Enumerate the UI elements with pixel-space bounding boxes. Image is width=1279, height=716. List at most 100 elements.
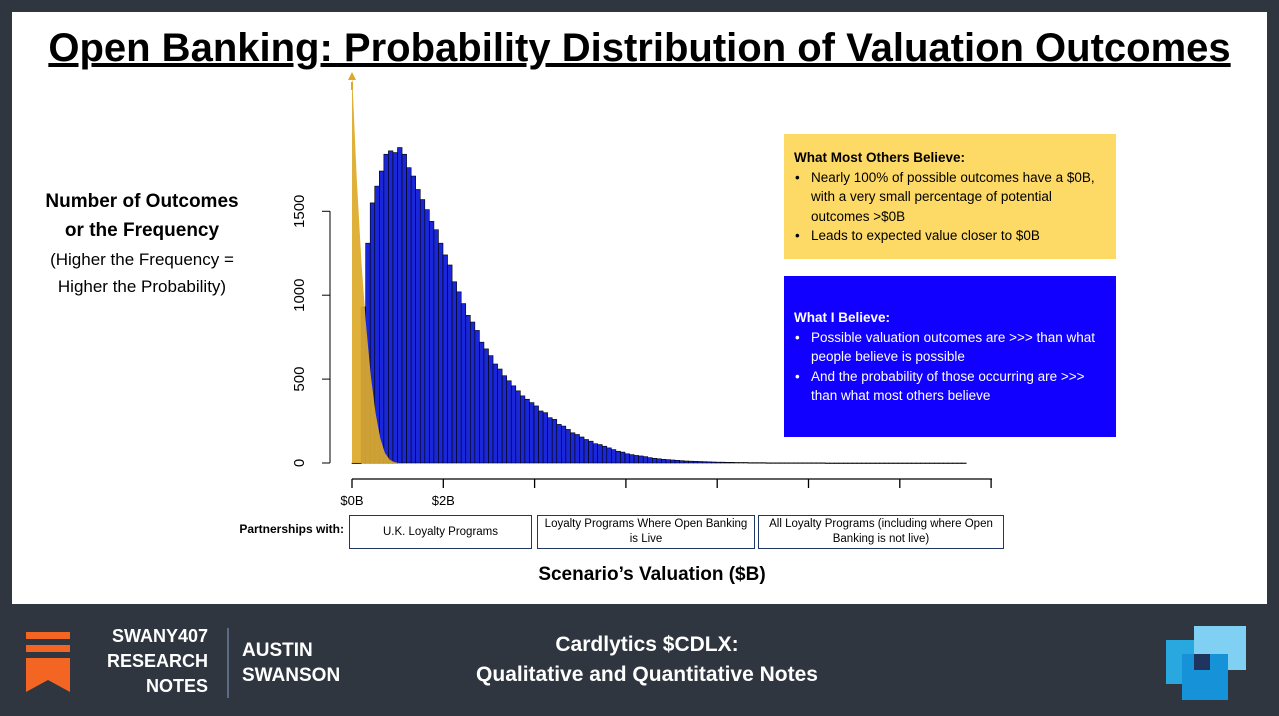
footer-title: Cardlytics $CDLX: Qualitative and Quanti…: [390, 630, 904, 690]
histogram-bar: [943, 462, 949, 464]
slide: Open Banking: Probability Distribution o…: [12, 12, 1267, 604]
histogram-bar: [870, 462, 876, 464]
histogram-bar: [874, 462, 881, 464]
callout-mine-list: Possible valuation outcomes are >>> than…: [794, 328, 1104, 406]
histogram-bar: [533, 405, 539, 464]
histogram-bar: [879, 462, 885, 464]
histogram-bar: [451, 281, 457, 464]
callout-i-believe: What I Believe: Possible valuation outco…: [784, 276, 1116, 437]
histogram-bar: [547, 417, 553, 464]
histogram-bar: [611, 449, 617, 464]
y-desc-line4: Higher the Probability): [57, 277, 227, 296]
histogram-bar: [538, 410, 544, 464]
histogram-bar: [697, 461, 703, 464]
histogram-bar: [447, 264, 453, 464]
histogram-bar: [597, 444, 603, 464]
callout-mine-bullet: And the probability of those occurring a…: [795, 367, 1104, 406]
histogram-bar: [438, 242, 444, 464]
footer-title-line1: Cardlytics $CDLX:: [555, 633, 739, 656]
histogram-bar: [638, 455, 644, 464]
histogram-bar: [906, 462, 912, 464]
callout-others-bullet: Leads to expected value closer to $0B: [795, 226, 1104, 246]
histogram-bar: [861, 462, 867, 464]
histogram-bar: [952, 462, 958, 464]
histogram-bar: [497, 368, 503, 464]
histogram-bar: [747, 462, 753, 464]
histogram-bar: [820, 462, 826, 464]
histogram-bar: [506, 380, 512, 464]
footer-bar: [0, 604, 1279, 716]
histogram-bar: [383, 153, 389, 464]
histogram-bar: [865, 462, 872, 464]
histogram-bar: [410, 175, 416, 464]
histogram-bar: [592, 443, 599, 464]
histogram-bar: [492, 363, 498, 464]
partnership-box-uk: U.K. Loyalty Programs: [349, 515, 532, 549]
histogram-bar: [633, 455, 639, 464]
histogram-bar: [401, 153, 407, 464]
histogram-bar: [520, 395, 526, 464]
histogram-bar: [424, 209, 430, 464]
histogram-bar: [802, 462, 808, 464]
histogram-bar: [838, 462, 844, 464]
histogram-bar: [711, 461, 717, 464]
histogram-bar: [510, 385, 517, 464]
histogram-bar: [852, 462, 858, 464]
brand-line2: RESEARCH: [106, 651, 208, 671]
histogram-bar: [524, 398, 530, 464]
histogram-bar: [715, 461, 721, 464]
histogram-chart: 0 500 1000 1500 $0B $2B: [291, 72, 992, 508]
histogram-bar: [788, 462, 794, 464]
callout-mine-heading: What I Believe:: [794, 310, 891, 325]
histogram-bar: [570, 432, 576, 464]
y-tick-label: 0: [291, 459, 308, 467]
histogram-bar: [829, 462, 835, 464]
histogram-bar: [947, 462, 953, 464]
footer-title-line2: Qualitative and Quantitative Notes: [476, 663, 818, 686]
histogram-bar: [856, 462, 862, 464]
histogram-bar: [465, 315, 471, 464]
x-tick-label: $0B: [340, 493, 363, 508]
histogram-bar: [460, 303, 467, 464]
histogram-bar: [752, 462, 758, 464]
histogram-bar: [615, 450, 621, 464]
histogram-bar: [733, 462, 740, 464]
footer-divider: [227, 628, 229, 698]
callout-others-list: Nearly 100% of possible outcomes have a …: [794, 168, 1104, 246]
histogram-bar: [738, 462, 744, 464]
histogram-bar: [542, 412, 548, 464]
histogram-bar: [888, 462, 894, 464]
histogram-bar: [378, 170, 385, 464]
histogram-bar: [556, 424, 562, 464]
y-tick-label: 1500: [291, 195, 308, 228]
brand-line3: NOTES: [145, 676, 208, 696]
substack-icon: [26, 632, 70, 692]
histogram-bar: [920, 462, 926, 464]
histogram-bar: [683, 460, 690, 464]
histogram-bar: [783, 462, 790, 464]
histogram-bar: [656, 458, 662, 464]
y-desc-line1: Number of Outcomes: [45, 191, 239, 212]
histogram-bar: [702, 461, 708, 464]
histogram-bar: [601, 445, 608, 464]
histogram-bar: [729, 462, 735, 464]
histogram-bar: [670, 459, 676, 464]
histogram-bar: [579, 436, 585, 464]
histogram-bar: [565, 429, 571, 464]
histogram-bar: [642, 456, 649, 464]
histogram-bar: [665, 459, 671, 464]
histogram-bar: [843, 462, 849, 464]
callout-others-bullet: Nearly 100% of possible outcomes have a …: [795, 168, 1104, 227]
x-axis-label: Scenario’s Valuation ($B): [538, 564, 766, 585]
histogram-bar: [429, 221, 435, 464]
histogram-bar: [956, 462, 963, 464]
histogram-bar: [392, 152, 398, 464]
histogram-bar: [706, 461, 712, 464]
brand-name: SWANY407 RESEARCH NOTES: [86, 624, 208, 699]
histogram-bar: [551, 419, 558, 464]
histogram-bar: [419, 199, 426, 464]
histogram-bar: [356, 462, 362, 464]
histogram-bar: [488, 355, 494, 464]
histogram-bar: [688, 460, 694, 464]
histogram-bar: [651, 458, 658, 464]
